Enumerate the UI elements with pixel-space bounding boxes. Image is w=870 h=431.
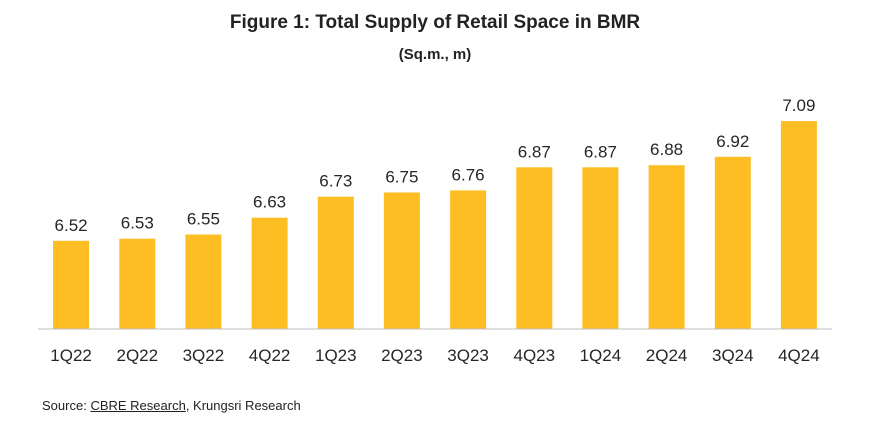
- value-label-1Q24: 6.87: [584, 142, 617, 161]
- x-tick-label-4Q24: 4Q24: [778, 346, 820, 365]
- bars-group: [53, 121, 817, 329]
- source-prefix: Source:: [42, 398, 87, 413]
- x-tick-label-4Q22: 4Q22: [249, 346, 291, 365]
- x-tick-label-1Q22: 1Q22: [50, 346, 92, 365]
- x-tick-label-4Q23: 4Q23: [514, 346, 556, 365]
- x-tick-label-3Q22: 3Q22: [183, 346, 225, 365]
- bar-1Q24: [582, 167, 619, 329]
- x-tick-label-2Q22: 2Q22: [117, 346, 159, 365]
- bar-4Q23: [516, 167, 553, 329]
- bar-2Q23: [383, 192, 420, 329]
- bar-3Q22: [185, 234, 222, 329]
- bar-3Q23: [450, 190, 487, 329]
- value-label-1Q23: 6.73: [319, 172, 352, 191]
- value-label-3Q23: 6.76: [452, 165, 485, 184]
- value-label-2Q23: 6.75: [385, 168, 418, 187]
- value-label-4Q24: 7.09: [782, 96, 815, 115]
- source-note: Source: CBRE Research, Krungsri Research: [42, 398, 301, 413]
- value-label-3Q22: 6.55: [187, 210, 220, 229]
- chart-subtitle: (Sq.m., m): [398, 46, 472, 63]
- bar-1Q23: [317, 196, 354, 329]
- x-tick-label-2Q23: 2Q23: [381, 346, 423, 365]
- source-suffix: , Krungsri Research: [185, 398, 301, 413]
- bar-2Q22: [119, 238, 156, 329]
- bar-4Q22: [251, 217, 288, 329]
- bar-1Q22: [53, 240, 90, 329]
- chart-title: Figure 1: Total Supply of Retail Space i…: [229, 12, 641, 33]
- value-label-2Q22: 6.53: [121, 214, 154, 233]
- x-tick-label-1Q24: 1Q24: [580, 346, 622, 365]
- value-label-4Q23: 6.87: [518, 142, 551, 161]
- x-tick-label-1Q23: 1Q23: [315, 346, 357, 365]
- value-label-4Q22: 6.63: [253, 193, 286, 212]
- x-tick-label-2Q24: 2Q24: [646, 346, 688, 365]
- value-labels-group: 6.52 6.53 6.55 6.63 6.73 6.75 6.76 6.87 6.87 6.88…: [55, 96, 816, 235]
- value-label-1Q22: 6.52: [55, 216, 88, 235]
- value-label-2Q24: 6.88: [650, 140, 683, 159]
- source-link[interactable]: CBRE Research: [90, 398, 186, 413]
- x-tick-labels-group: 1Q22 2Q22 3Q22 4Q22 1Q23 2Q23 3Q23 4Q23 1Q24 2Q24…: [50, 346, 819, 365]
- bar-4Q24: [780, 121, 817, 329]
- bar-3Q24: [714, 156, 751, 329]
- x-tick-label-3Q24: 3Q24: [712, 346, 754, 365]
- value-label-3Q24: 6.92: [716, 132, 749, 151]
- x-tick-label-3Q23: 3Q23: [447, 346, 489, 365]
- bar-2Q24: [648, 165, 685, 329]
